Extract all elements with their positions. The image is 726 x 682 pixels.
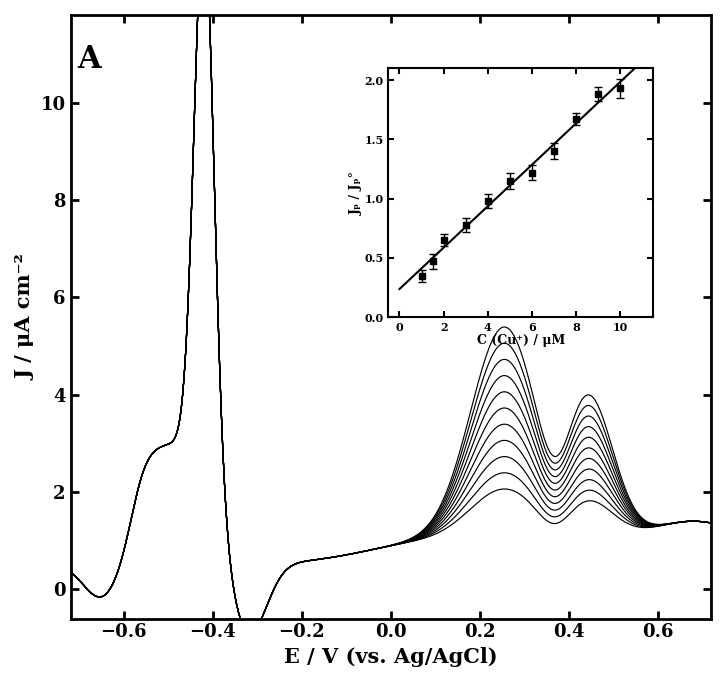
Y-axis label: J / μA cm⁻²: J / μA cm⁻² bbox=[15, 254, 35, 380]
Text: A: A bbox=[77, 44, 101, 75]
X-axis label: E / V (vs. Ag/AgCl): E / V (vs. Ag/AgCl) bbox=[284, 647, 497, 667]
Y-axis label: Jₚ / Jₚ°: Jₚ / Jₚ° bbox=[350, 170, 363, 215]
X-axis label: C (Cu⁺) / μM: C (Cu⁺) / μM bbox=[477, 334, 565, 347]
